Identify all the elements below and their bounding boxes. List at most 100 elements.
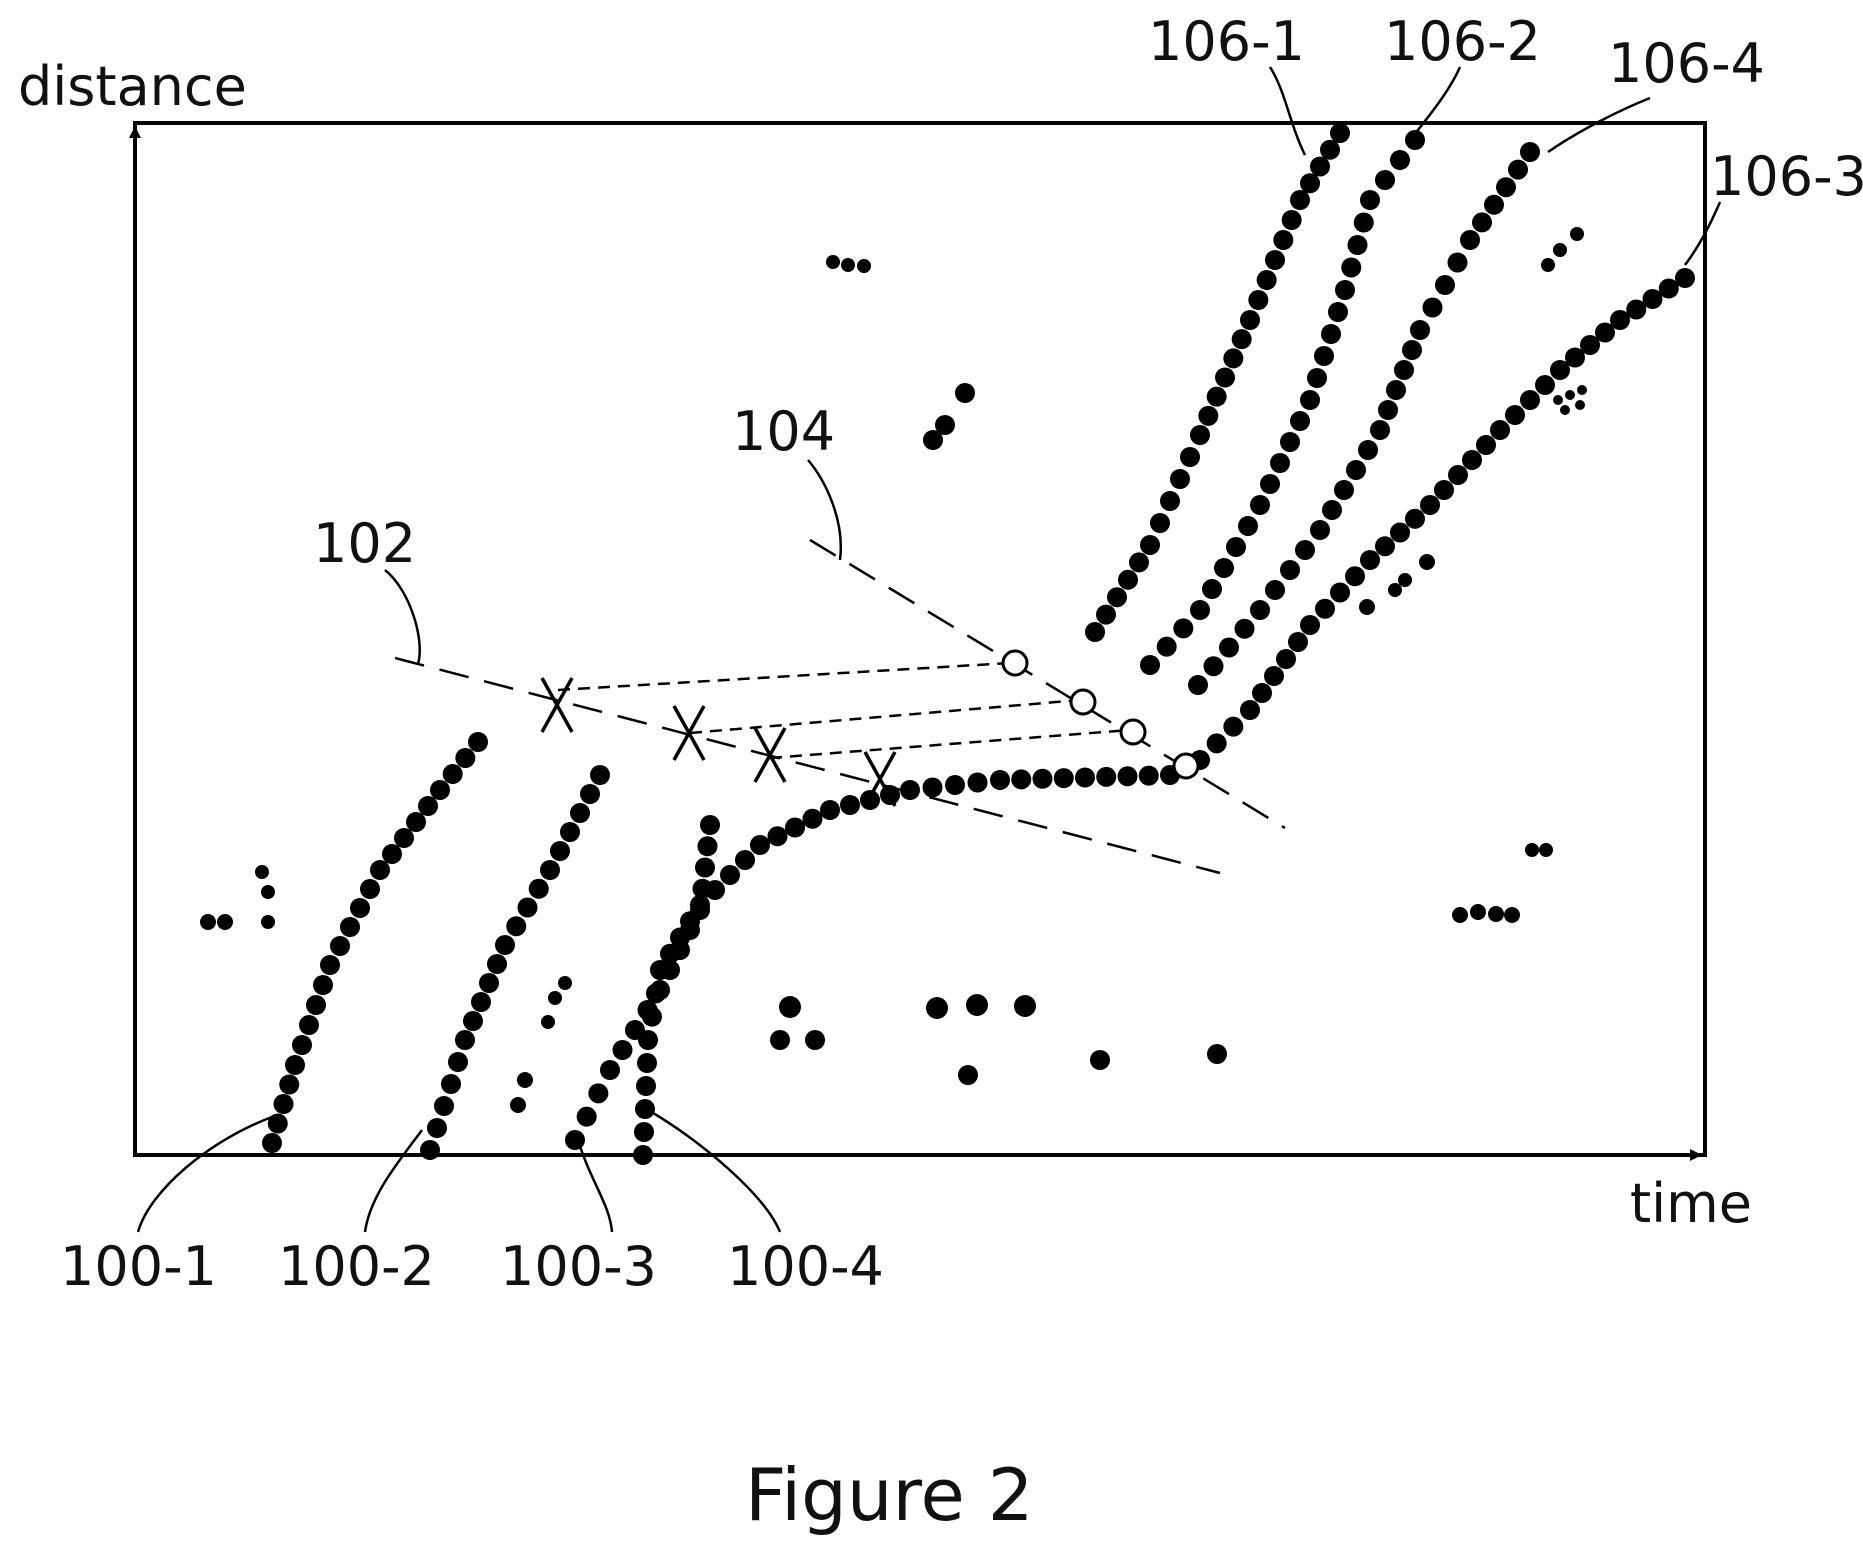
leader-106-4 — [1547, 96, 1651, 154]
track-point — [285, 1055, 305, 1075]
track-point — [1390, 150, 1410, 170]
track-point — [1675, 268, 1695, 288]
track-point — [330, 936, 350, 956]
track-point — [636, 1076, 656, 1096]
scattered-point — [1398, 573, 1412, 587]
track-point — [1231, 329, 1252, 350]
track-point — [1206, 386, 1227, 407]
x-mark-2 — [672, 705, 706, 761]
track-point — [1490, 420, 1510, 440]
scattered-point — [1525, 843, 1539, 857]
track-point — [1238, 516, 1258, 536]
track-point — [1420, 495, 1440, 515]
leader-104 — [807, 459, 843, 561]
track-point — [1140, 535, 1160, 555]
track-point — [1434, 480, 1454, 500]
track-point — [1595, 322, 1615, 343]
track-point — [580, 784, 600, 804]
track-point — [1256, 270, 1277, 290]
track-point — [487, 954, 507, 974]
track-point — [1250, 495, 1270, 515]
scattered-point — [558, 976, 572, 990]
track-point — [1320, 139, 1340, 160]
track-point — [299, 1015, 319, 1035]
track-point — [382, 844, 402, 864]
track-point — [705, 880, 725, 900]
label-106-3: 106-3 — [1710, 145, 1863, 208]
track-point — [1300, 390, 1320, 410]
track-point — [1198, 405, 1219, 426]
track-point — [1375, 536, 1395, 557]
track-point — [690, 895, 710, 915]
scattered-point — [1388, 583, 1402, 597]
figure-caption: Figure 2 — [745, 1453, 1034, 1537]
track-point — [1435, 275, 1455, 295]
track-point — [420, 1140, 440, 1160]
track-point — [434, 1096, 454, 1116]
track-point — [479, 973, 499, 993]
track-point — [1170, 469, 1190, 489]
track-point — [1264, 666, 1284, 686]
leader-106-2 — [1409, 66, 1462, 141]
track-point — [1476, 435, 1496, 455]
track-point — [540, 860, 560, 880]
track-point — [1386, 380, 1406, 400]
track-106-4 — [1188, 142, 1540, 695]
track-point — [695, 857, 715, 878]
track-point — [1472, 212, 1492, 233]
leader-102 — [384, 569, 421, 665]
track-point — [1032, 768, 1053, 789]
scattered-point — [1504, 907, 1520, 923]
track-point — [1290, 411, 1310, 431]
track-point — [1223, 348, 1244, 369]
track-point — [1358, 440, 1378, 460]
track-point — [1550, 360, 1570, 380]
track-point — [1265, 580, 1285, 600]
track-point — [1447, 252, 1468, 273]
scattered-point — [926, 997, 948, 1019]
label-102: 102 — [313, 512, 416, 575]
track-point — [292, 1035, 312, 1055]
track-point — [700, 815, 720, 835]
scattered-point — [510, 1097, 526, 1113]
scattered-point — [1575, 400, 1585, 410]
track-point — [646, 983, 666, 1004]
track-point — [340, 917, 360, 937]
track-point — [1240, 310, 1260, 330]
x-mark-4 — [863, 751, 897, 807]
track-point — [1281, 210, 1302, 230]
scattered-point — [1553, 395, 1563, 405]
track-point — [1520, 390, 1540, 410]
track-point — [576, 1106, 597, 1127]
track-point — [1394, 360, 1414, 380]
track-point — [1117, 766, 1138, 787]
track-point — [1330, 582, 1350, 603]
track-point — [306, 995, 326, 1015]
scattered-point — [1560, 405, 1570, 415]
track-point — [1346, 460, 1366, 480]
track-point — [1190, 600, 1210, 620]
circle-mark-4 — [1172, 752, 1200, 780]
track-point — [680, 911, 700, 932]
track-point — [1011, 769, 1032, 790]
track-point — [360, 879, 380, 899]
scattered-point — [935, 415, 955, 435]
track-point — [1315, 598, 1335, 619]
track-point — [590, 765, 610, 785]
scattered-point — [261, 915, 275, 929]
scattered-point — [805, 1030, 825, 1050]
track-point — [1096, 766, 1117, 787]
track-point — [1341, 257, 1362, 278]
track-point — [1085, 622, 1105, 642]
track-point — [471, 992, 491, 1012]
track-point — [820, 800, 840, 820]
scattered-point — [217, 914, 233, 930]
track-point — [1642, 289, 1663, 309]
track-point — [1240, 700, 1260, 720]
track-point — [990, 770, 1010, 790]
scattered-point — [541, 1015, 555, 1029]
track-point — [273, 1094, 294, 1114]
track-point — [528, 878, 549, 899]
track-point — [1370, 420, 1390, 440]
scattered-point — [1090, 1050, 1110, 1070]
